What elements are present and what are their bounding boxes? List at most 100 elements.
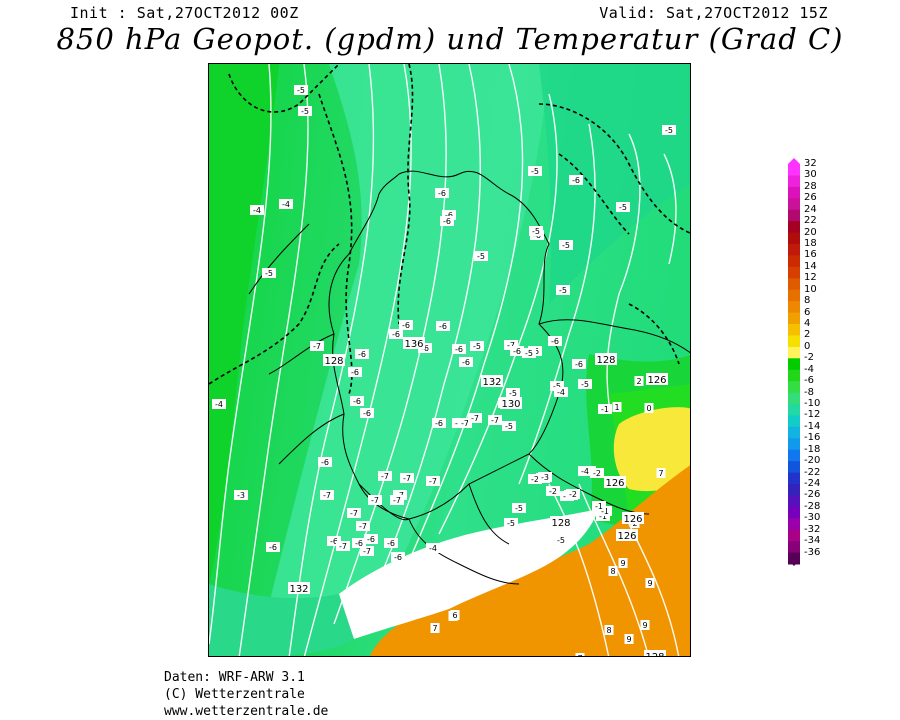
svg-text:-6: -6 <box>445 211 453 220</box>
colorbar-label: -28 <box>804 500 821 512</box>
temperature-label: -5 <box>578 379 592 389</box>
svg-text:-6: -6 <box>321 458 329 467</box>
svg-text:-2: -2 <box>531 475 539 484</box>
colorbar-top-arrow <box>788 158 800 164</box>
svg-text:-6: -6 <box>330 537 338 546</box>
colorbar-segment <box>788 209 800 222</box>
temperature-label: 0 <box>644 403 654 413</box>
svg-text:130: 130 <box>501 399 520 410</box>
colorbar-segment <box>788 244 800 256</box>
temperature-label: -4 <box>554 387 568 397</box>
colorbar-label: -16 <box>804 432 821 444</box>
colorbar-segment <box>788 461 800 474</box>
colorbar-label: -14 <box>804 420 821 432</box>
temperature-label: -6 <box>510 346 524 356</box>
svg-text:-5: -5 <box>507 519 515 528</box>
website-link[interactable]: www.wetterzentrale.de <box>164 704 329 719</box>
colorbar-label: 10 <box>804 283 817 295</box>
temperature-label: -7 <box>310 341 324 351</box>
svg-text:128: 128 <box>645 652 664 657</box>
svg-text:-5: -5 <box>553 382 561 391</box>
geopotential-label: 128 <box>644 650 666 657</box>
forecast-map[interactable]: -5-5-5-6-5-4-4-6-5-6-6-6-6-6-6-6-6-6-6-7… <box>208 63 691 657</box>
temperature-label: -7 <box>368 495 382 505</box>
colorbar-label: -6 <box>804 375 814 387</box>
svg-text:-7: -7 <box>339 542 347 551</box>
isotherm-line <box>368 64 482 605</box>
svg-text:-7: -7 <box>350 509 358 518</box>
svg-text:-5: -5 <box>505 422 513 431</box>
yellow-pocket <box>613 407 690 492</box>
temperature-label: -6 <box>350 396 364 406</box>
temperature-label: -5 <box>474 251 488 261</box>
geopotential-label: 132 <box>481 375 503 388</box>
temperature-label: -6 <box>432 418 446 428</box>
temperature-labels: -5-5-5-6-5-4-4-6-5-6-6-6-6-6-6-6-6-6-6-7… <box>212 85 676 656</box>
svg-text:-6: -6 <box>443 217 451 226</box>
ne-band <box>539 64 690 304</box>
temperature-label: -6 <box>436 321 450 331</box>
copyright: (C) Wetterzentrale <box>164 687 305 702</box>
temperature-label: -6 <box>355 349 369 359</box>
colorbar-segment <box>788 266 800 279</box>
temperature-label: -2 <box>528 474 542 484</box>
svg-text:-6: -6 <box>363 409 371 418</box>
colorbar-label: 22 <box>804 215 817 227</box>
svg-text:-6: -6 <box>462 358 470 367</box>
temperature-label: -5 <box>528 166 542 176</box>
svg-text:-6: -6 <box>572 176 580 185</box>
svg-text:-6: -6 <box>392 330 400 339</box>
colorbar-label: -10 <box>804 398 821 410</box>
temperature-label: -5 <box>550 381 564 391</box>
temperature-label: -7 <box>468 413 482 423</box>
svg-text:-7: -7 <box>461 419 469 428</box>
colorbar-label: 30 <box>804 169 817 181</box>
dashed-contour <box>228 64 340 113</box>
colorbar-segment <box>788 186 800 199</box>
temperature-label: -5 <box>470 341 484 351</box>
svg-text:-6: -6 <box>358 350 366 359</box>
svg-text:-4: -4 <box>581 467 589 476</box>
colorbar-segment <box>788 358 800 371</box>
svg-text:-4: -4 <box>429 544 437 553</box>
temperature-label: -5 <box>559 240 573 250</box>
svg-text:-5: -5 <box>525 349 533 358</box>
colorbar-label: -20 <box>804 455 821 467</box>
temperature-label: -3 <box>234 490 248 500</box>
svg-text:-6: -6 <box>367 535 375 544</box>
border-line <box>358 483 410 521</box>
svg-text:126: 126 <box>647 375 666 386</box>
colorbar-label: -12 <box>804 409 821 421</box>
temperature-label: -6 <box>389 329 403 339</box>
colorbar-label: 6 <box>804 306 811 318</box>
colorbar-segment <box>788 198 800 211</box>
svg-text:-5: -5 <box>509 389 517 398</box>
temperature-label: -6 <box>360 408 374 418</box>
svg-text:8: 8 <box>610 567 615 576</box>
credits: Daten: WRF-ARW 3.1 (C) Wetterzentrale ww… <box>164 669 328 720</box>
colorbar-label: -36 <box>804 546 821 558</box>
temperature-label: -6 <box>352 538 366 548</box>
geopotential-label: 126 <box>604 476 626 489</box>
svg-text:-5: -5 <box>532 227 540 236</box>
colorbar-segment <box>788 369 800 382</box>
dashed-contour <box>318 93 353 395</box>
svg-text:-6: -6 <box>435 419 443 428</box>
temperature-label: 9 <box>624 634 634 644</box>
border-line <box>328 170 564 520</box>
colorbar-label: 4 <box>804 318 811 330</box>
geopotential-label: 126 <box>646 373 668 386</box>
border-line <box>408 518 520 585</box>
valid-time: Valid: Sat,27OCT2012 15Z <box>599 4 828 22</box>
svg-text:-5: -5 <box>557 536 565 545</box>
svg-text:-6: -6 <box>387 539 395 548</box>
border-line <box>538 319 690 354</box>
geopotential-label: 132 <box>288 582 310 595</box>
temperature-label: -3 <box>538 472 552 482</box>
colorbar-label: -8 <box>804 386 814 398</box>
colorbar-segment <box>788 324 800 336</box>
colorbar-label: 8 <box>804 295 811 307</box>
border-line <box>528 453 650 515</box>
geopotential-label: 136 <box>403 337 425 350</box>
temperature-label: -6 <box>399 320 413 330</box>
